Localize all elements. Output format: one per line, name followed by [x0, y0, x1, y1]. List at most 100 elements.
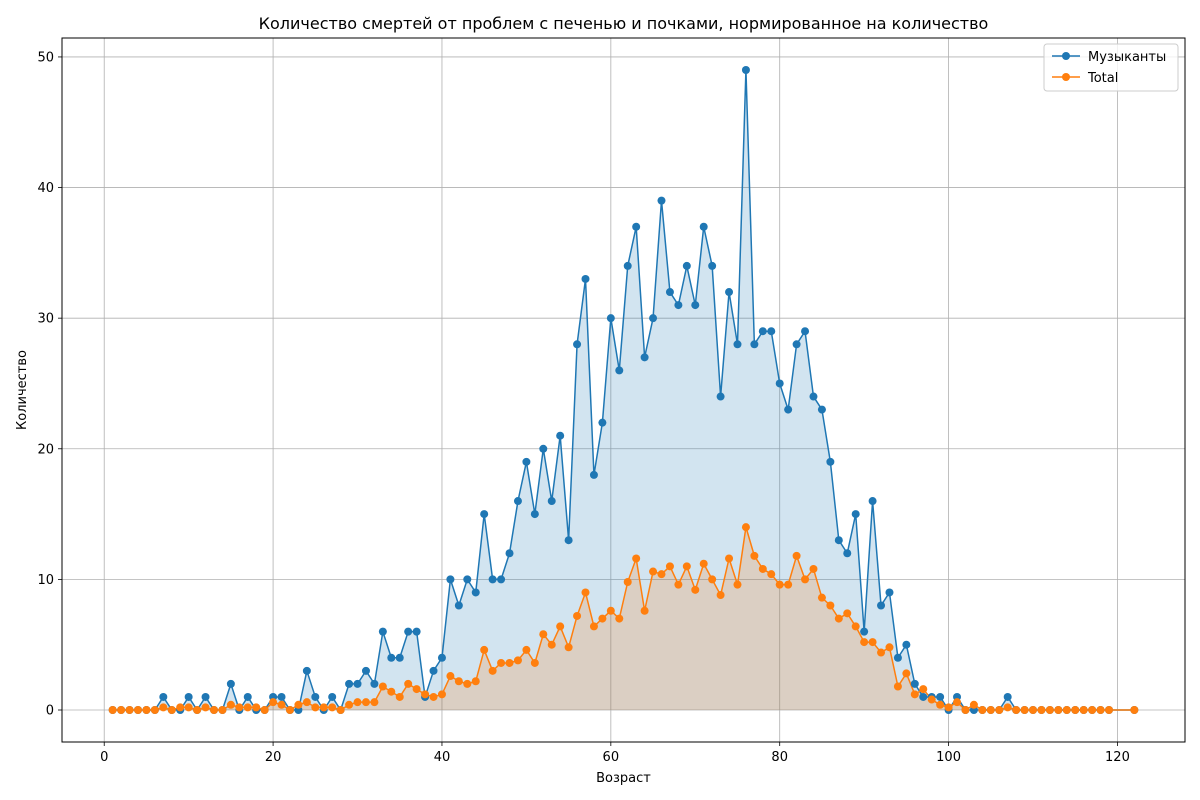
data-point	[1012, 706, 1021, 714]
data-point	[361, 666, 370, 675]
data-point	[530, 510, 539, 519]
data-point	[125, 706, 134, 714]
data-point	[665, 562, 674, 571]
data-point	[345, 700, 354, 709]
chart-title: Количество смертей от проблем с печенью …	[259, 14, 989, 33]
y-tick-label: 20	[37, 442, 54, 457]
data-point	[615, 366, 624, 375]
data-point	[378, 682, 387, 691]
data-point	[159, 692, 168, 701]
data-point	[657, 570, 666, 579]
data-point	[218, 706, 227, 714]
data-point	[345, 679, 354, 688]
data-point	[159, 703, 168, 712]
data-point	[910, 679, 919, 688]
legend-marker-musicians	[1062, 52, 1070, 60]
data-point	[589, 622, 598, 631]
data-point	[547, 640, 556, 649]
data-point	[860, 638, 869, 647]
data-point	[252, 703, 261, 712]
data-point	[150, 706, 159, 714]
data-point	[488, 575, 497, 584]
data-point	[353, 698, 362, 707]
data-point	[573, 611, 582, 620]
data-point	[716, 591, 725, 600]
data-point	[986, 706, 995, 714]
data-point	[480, 510, 489, 519]
data-point	[395, 653, 404, 662]
data-point	[674, 301, 683, 310]
data-point	[1045, 706, 1054, 714]
data-point	[412, 627, 421, 636]
data-point	[454, 601, 463, 610]
data-point	[226, 679, 235, 688]
data-point	[657, 196, 666, 205]
data-point	[336, 706, 345, 714]
data-point	[404, 627, 413, 636]
data-point	[108, 706, 117, 714]
data-point	[741, 523, 750, 532]
data-point	[328, 703, 337, 712]
data-point	[640, 606, 649, 615]
data-point	[733, 580, 742, 589]
data-point	[885, 588, 894, 597]
data-point	[919, 685, 928, 694]
data-point	[1020, 706, 1029, 714]
data-point	[454, 677, 463, 686]
data-point	[446, 672, 455, 681]
legend-label-musicians: Музыканты	[1088, 50, 1166, 65]
data-point	[927, 695, 936, 704]
data-point	[589, 470, 598, 479]
y-tick-label: 40	[37, 181, 54, 196]
data-point	[708, 575, 717, 584]
data-point	[817, 593, 826, 602]
data-point	[235, 703, 244, 712]
data-point	[868, 497, 877, 506]
data-point	[843, 549, 852, 558]
data-point	[361, 698, 370, 707]
data-point	[649, 314, 658, 323]
data-point	[522, 457, 531, 466]
data-point	[539, 630, 548, 639]
data-point	[522, 645, 531, 654]
data-point	[792, 340, 801, 349]
data-point	[446, 575, 455, 584]
x-tick-label: 0	[100, 750, 108, 765]
data-point	[505, 549, 514, 558]
data-point	[437, 690, 446, 699]
data-point	[809, 392, 818, 401]
data-point	[632, 554, 641, 563]
legend-label-total: Total	[1087, 71, 1118, 86]
data-point	[969, 700, 978, 709]
y-tick-label: 50	[37, 50, 54, 65]
data-point	[471, 677, 480, 686]
y-axis-ticks: 0 10 20 30 40 50	[37, 50, 62, 719]
data-point	[581, 274, 590, 283]
x-tick-label: 100	[936, 750, 961, 765]
data-point	[1096, 706, 1105, 714]
series-fill-0	[112, 70, 1135, 710]
data-point	[758, 327, 767, 336]
data-point	[243, 692, 252, 701]
data-point	[691, 301, 700, 310]
data-point	[226, 700, 235, 709]
data-point	[404, 679, 413, 688]
data-point	[784, 580, 793, 589]
data-point	[260, 706, 269, 714]
data-point	[843, 609, 852, 618]
data-point	[801, 575, 810, 584]
data-point	[353, 679, 362, 688]
data-point	[370, 679, 379, 688]
data-point	[243, 703, 252, 712]
data-point	[412, 685, 421, 694]
series-fills	[112, 70, 1135, 710]
data-point	[792, 551, 801, 560]
data-point	[978, 706, 987, 714]
data-point	[708, 261, 717, 270]
y-tick-label: 30	[37, 312, 54, 327]
data-point	[142, 706, 151, 714]
data-point	[209, 706, 218, 714]
data-point	[1130, 706, 1139, 714]
x-axis-label: Возраст	[596, 771, 651, 786]
data-point	[902, 669, 911, 678]
